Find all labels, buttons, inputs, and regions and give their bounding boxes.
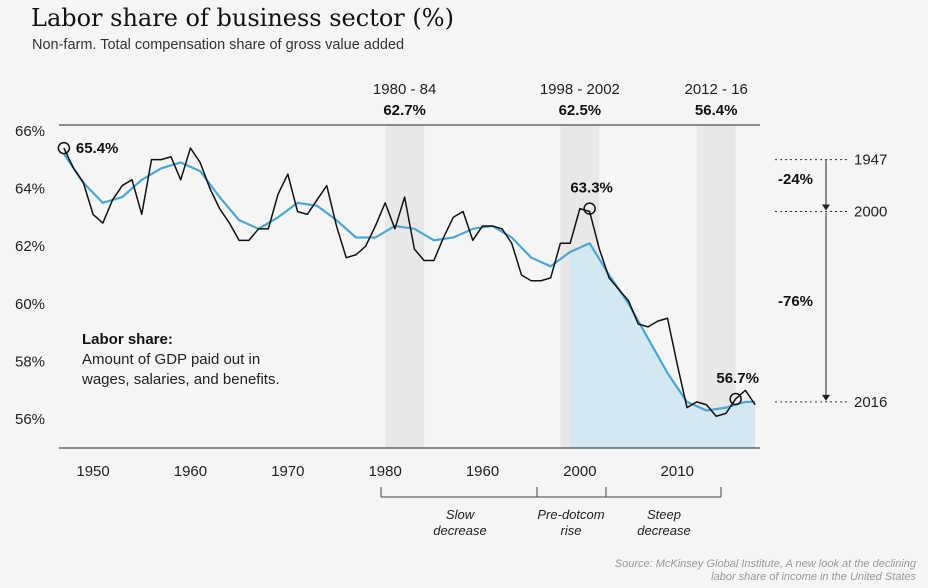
y-tick-label: 64% — [15, 180, 45, 197]
chart-title: Labor share of business sector (%) — [31, 4, 454, 32]
note-heading: Labor share: — [82, 331, 173, 348]
source-line-2: labor share of income in the United Stat… — [711, 571, 916, 583]
x-tick-label: 2010 — [661, 463, 694, 480]
point-label-2: 63.3% — [570, 180, 613, 197]
x-tick-label: 1980 — [368, 463, 401, 480]
period-band-3 — [696, 125, 736, 448]
x-tick-label: 1950 — [76, 463, 109, 480]
note-line-1: Amount of GDP paid out in — [82, 351, 260, 368]
trend-line — [62, 153, 756, 412]
labor-share-line — [63, 147, 756, 418]
period-band-1 — [385, 125, 425, 448]
period-value-2: 62.5% — [559, 102, 602, 119]
y-tick-label: 66% — [15, 123, 45, 140]
phase-label-2-line2: rise — [561, 523, 582, 538]
phase-label-1-line2: decrease — [433, 523, 486, 538]
phase-label-2-line1: Pre-dotcom — [537, 507, 604, 522]
point-marker-3 — [729, 392, 742, 406]
phase-label-3-line1: Steep — [647, 507, 681, 522]
y-tick-label: 56% — [15, 411, 45, 428]
x-tick-label: 1960 — [174, 463, 207, 480]
y-tick-label: 60% — [15, 296, 45, 313]
chart-subtitle: Non-farm. Total compensation share of gr… — [32, 37, 405, 53]
change-arrowhead-2 — [822, 394, 830, 401]
period-label-2: 1998 - 2002 — [540, 81, 620, 98]
right-marker-label-3: 2016 — [854, 394, 887, 411]
period-label-1: 1980 - 84 — [373, 81, 436, 98]
period-value-3: 56.4% — [695, 102, 738, 119]
period-label-3: 2012 - 16 — [684, 81, 747, 98]
point-label-3: 56.7% — [716, 370, 759, 387]
y-tick-label: 58% — [15, 353, 45, 370]
period-value-1: 62.7% — [383, 102, 426, 119]
source-note: Source: McKinsey Global Institute, A new… — [615, 558, 916, 584]
source-line-1: Source: McKinsey Global Institute, A new… — [614, 558, 916, 570]
point-label-1: 65.4% — [76, 140, 119, 157]
x-tick-label: 1960 — [466, 463, 499, 480]
x-tick-label: 1970 — [271, 463, 304, 480]
phase-label-3-line2: decrease — [637, 523, 690, 538]
right-marker-label-2: 2000 — [854, 204, 887, 221]
change-label-1: -24% — [778, 171, 813, 188]
note-line-2: wages, salaries, and benefits. — [81, 371, 280, 388]
change-arrowhead-1 — [822, 204, 830, 211]
highlight-area — [570, 243, 756, 448]
point-marker-2 — [583, 202, 596, 215]
right-marker-label-1: 1947 — [854, 152, 887, 169]
x-tick-label: 2000 — [563, 463, 596, 480]
point-marker-1 — [57, 141, 71, 155]
y-tick-label: 62% — [15, 238, 45, 255]
phase-label-1-line1: Slow — [446, 507, 476, 522]
change-label-2: -76% — [778, 293, 813, 310]
